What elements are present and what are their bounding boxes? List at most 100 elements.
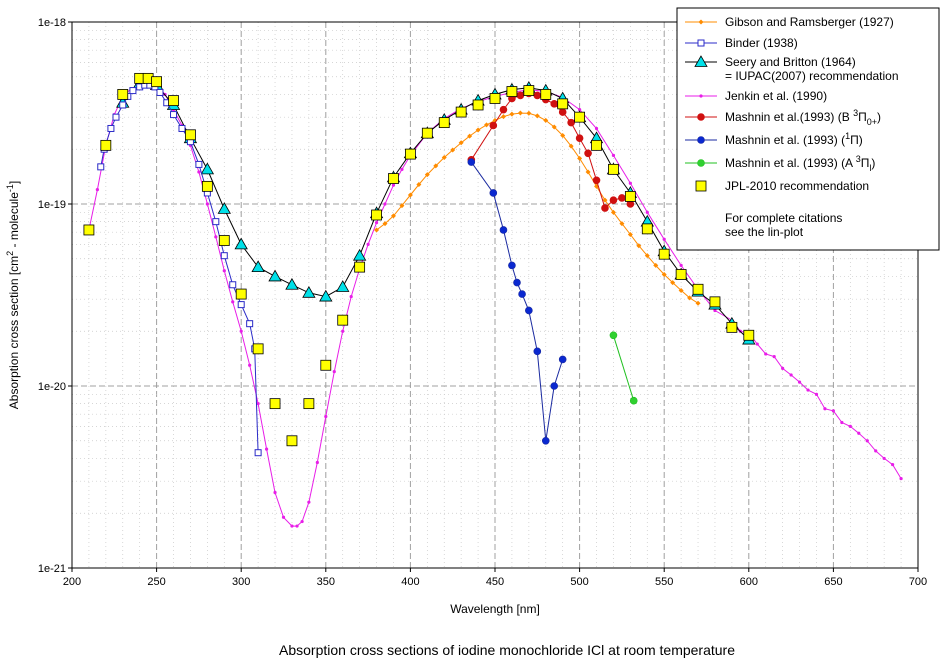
data-point — [388, 173, 399, 184]
data-point — [354, 261, 366, 273]
data-point — [513, 278, 521, 287]
data-point — [891, 462, 895, 467]
data-point — [229, 281, 237, 289]
data-point — [185, 129, 196, 141]
data-point — [438, 117, 450, 129]
data-point — [264, 447, 269, 451]
axis-ticks: 200 250 300 350 400 450 500 550 600 650 700 1e-21 1e… — [38, 17, 927, 588]
data-point — [500, 114, 506, 120]
data-point — [371, 209, 382, 221]
data-point — [661, 271, 667, 277]
series-line — [100, 84, 259, 453]
x-tick-label: 350 — [317, 576, 335, 588]
series-line — [122, 82, 750, 340]
data-point — [374, 227, 380, 233]
data-point — [320, 359, 332, 371]
data-point — [550, 382, 559, 390]
data-point — [404, 148, 416, 160]
data-point — [303, 398, 315, 410]
data-point — [797, 380, 802, 384]
data-point — [636, 243, 642, 249]
legend-marker — [697, 136, 705, 144]
data-point — [550, 100, 559, 108]
data-point — [214, 235, 218, 239]
data-point — [484, 122, 490, 128]
data-point — [399, 203, 405, 209]
series-6 — [609, 331, 638, 405]
data-point — [302, 286, 316, 298]
data-point — [560, 132, 566, 138]
data-point — [349, 294, 353, 299]
data-point — [609, 196, 618, 204]
data-point — [882, 456, 886, 461]
data-point — [421, 127, 433, 139]
legend-label: Binder (1938) — [725, 36, 798, 50]
data-point — [217, 202, 231, 214]
legend-item: JPL-2010 recommendation — [695, 179, 869, 193]
legend-marker — [697, 113, 705, 121]
y-tick-label: 1e-19 — [38, 199, 66, 211]
series-line — [612, 335, 635, 401]
legend-marker — [695, 180, 707, 192]
data-point — [178, 124, 186, 132]
data-point — [628, 181, 632, 185]
data-point — [755, 342, 759, 346]
data-point — [231, 300, 235, 304]
x-tick-label: 550 — [655, 576, 673, 588]
data-point — [692, 283, 704, 295]
data-point — [679, 263, 683, 267]
series-0 — [374, 110, 701, 306]
data-point — [407, 192, 413, 198]
data-point — [290, 524, 294, 528]
data-point — [112, 113, 120, 121]
data-point — [273, 490, 277, 495]
data-point — [575, 134, 584, 142]
data-point — [558, 108, 567, 116]
legend-item: Gibson and Ramsberger (1927) — [685, 15, 894, 29]
data-point — [726, 321, 738, 333]
legend-label: Mashnin et al. (1993) (A 3Πl) — [725, 154, 875, 173]
legend-item: Mashnin et al. (1993) (1Π) — [685, 131, 863, 147]
data-point — [390, 213, 396, 219]
data-point — [458, 140, 464, 146]
data-point — [525, 306, 533, 315]
data-point — [281, 515, 286, 519]
data-point — [609, 331, 618, 340]
data-point — [489, 189, 498, 197]
data-point — [543, 117, 549, 123]
data-point — [239, 329, 243, 333]
data-point — [591, 139, 602, 151]
data-point — [499, 226, 508, 234]
data-point — [506, 86, 518, 97]
data-point — [286, 435, 298, 447]
series-group — [83, 72, 903, 528]
data-point — [83, 224, 95, 236]
data-point — [455, 106, 467, 118]
legend-marker — [697, 39, 705, 47]
x-tick-label: 300 — [232, 576, 250, 588]
legend-marker — [699, 94, 703, 98]
data-point — [567, 118, 575, 127]
series-7 — [83, 72, 755, 447]
data-point — [205, 202, 209, 206]
data-point — [865, 439, 869, 443]
x-tick-label: 700 — [909, 576, 927, 588]
data-point — [516, 91, 525, 100]
data-point — [441, 155, 447, 161]
data-point — [540, 89, 552, 100]
legend-label: JPL-2010 recommendation — [725, 179, 869, 193]
data-point — [518, 290, 526, 298]
data-point — [772, 355, 776, 359]
legend-label: Seery and Britton (1964) = IUPAC(2007) re… — [725, 55, 899, 83]
data-point — [526, 110, 532, 116]
data-point — [670, 280, 676, 286]
data-point — [823, 407, 827, 411]
data-point — [578, 108, 582, 112]
data-point — [551, 124, 557, 130]
legend-item: Mashnin et al.(1993) (B 3Π0+) — [685, 108, 881, 127]
legend-label: Gibson and Ramsberger (1927) — [725, 15, 894, 29]
data-point — [601, 204, 609, 212]
data-point — [709, 296, 721, 308]
data-point — [541, 436, 550, 445]
